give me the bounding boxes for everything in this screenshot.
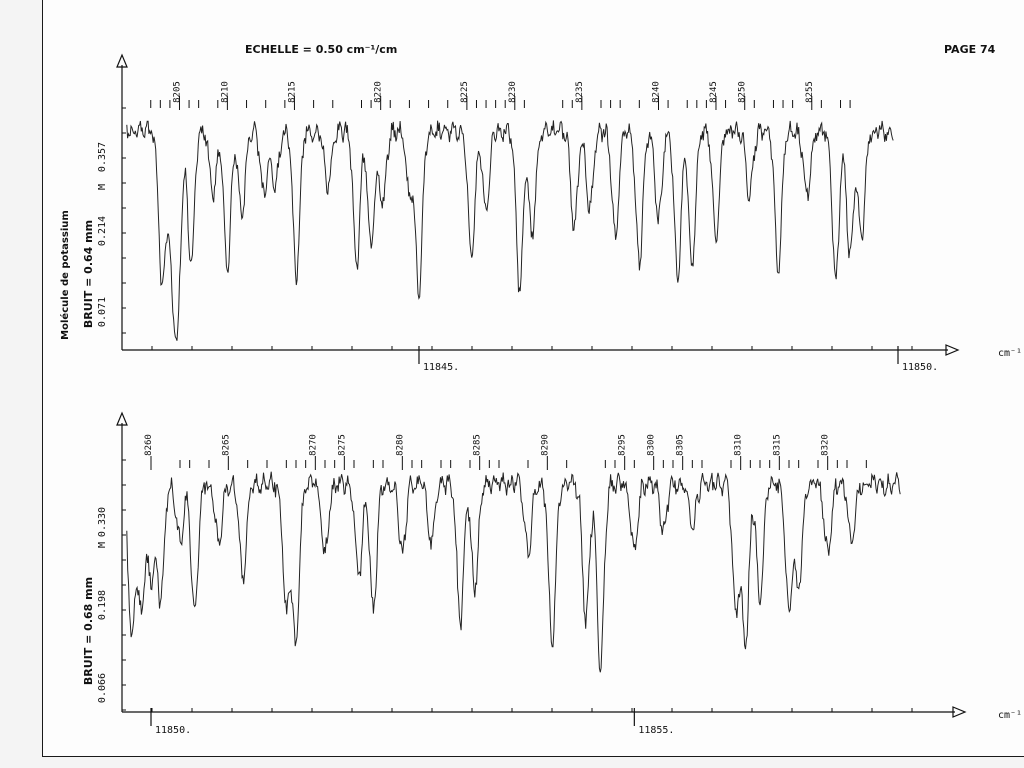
line-number-label: 8240 [651, 81, 661, 103]
line-number-label: 8250 [738, 81, 748, 103]
y-axis-arrow-icon [116, 411, 128, 426]
page-number: PAGE 74 [944, 43, 996, 56]
y-tick-label: 0.357 [97, 142, 108, 172]
line-number-label: 8220 [374, 81, 384, 103]
noise-label: BRUIT = 0.68 mm [82, 577, 95, 685]
line-number-label: 8290 [540, 434, 550, 456]
x-unit-label: cm⁻¹ [998, 710, 1022, 721]
line-number-label: 8255 [805, 81, 815, 103]
x-tick-label: 11850. [155, 725, 191, 736]
y-axis-arrow-icon [116, 53, 128, 68]
y-tick-label: 0.330 [97, 507, 108, 537]
chart-1: 0.071 0.214 0.357 M BRUIT = 0.64 mm Molécule … [59, 53, 1022, 373]
y-tick-label: 0.066 [97, 673, 108, 703]
noise-label: BRUIT = 0.64 mm [82, 220, 95, 328]
line-number-label: 8315 [772, 434, 782, 456]
line-number-label: 8310 [734, 434, 744, 456]
x-tick-label: 11855. [638, 725, 674, 736]
line-number-label: 8320 [821, 434, 831, 456]
y-tick-label: 0.198 [97, 590, 108, 620]
y-unit-label: M [97, 542, 108, 548]
line-number-label: 8275 [337, 434, 347, 456]
line-number-label: 8245 [709, 81, 719, 103]
spectrum-trace [126, 471, 901, 673]
line-number-label: 8295 [618, 434, 628, 456]
spectrum-trace [126, 120, 894, 341]
line-number-label: 8305 [676, 434, 686, 456]
molecule-label: Molécule de potassium [59, 210, 71, 340]
line-number-label: 8270 [308, 434, 318, 456]
line-number-label: 8225 [460, 81, 470, 103]
y-tick-label: 0.214 [97, 216, 108, 246]
chart-2: 0.066 0.198 0.330 M BRUIT = 0.68 mm 11850. 118… [82, 411, 1022, 736]
line-number-label: 8235 [575, 81, 585, 103]
x-axis-arrow-icon [952, 706, 967, 718]
x-axis-arrow-icon [945, 344, 960, 356]
x-tick-label: 11845. [423, 362, 459, 373]
line-number-label: 8260 [144, 434, 154, 456]
line-number-label: 8205 [172, 81, 182, 103]
line-number-label: 8230 [508, 81, 518, 103]
y-unit-label: M [97, 184, 108, 190]
line-number-label: 8300 [647, 434, 657, 456]
spectrum-sheet [42, 0, 1024, 757]
line-number-label: 8265 [221, 434, 231, 456]
line-number-label: 8280 [395, 434, 405, 456]
line-number-label: 8285 [473, 434, 483, 456]
x-unit-label: cm⁻¹ [998, 348, 1022, 359]
scale-label: ECHELLE = 0.50 cm⁻¹/cm [245, 43, 398, 56]
y-tick-label: 0.071 [97, 297, 108, 327]
line-number-label: 8215 [287, 81, 297, 103]
x-tick-label: 11850. [902, 362, 938, 373]
line-number-label: 8210 [220, 81, 230, 103]
